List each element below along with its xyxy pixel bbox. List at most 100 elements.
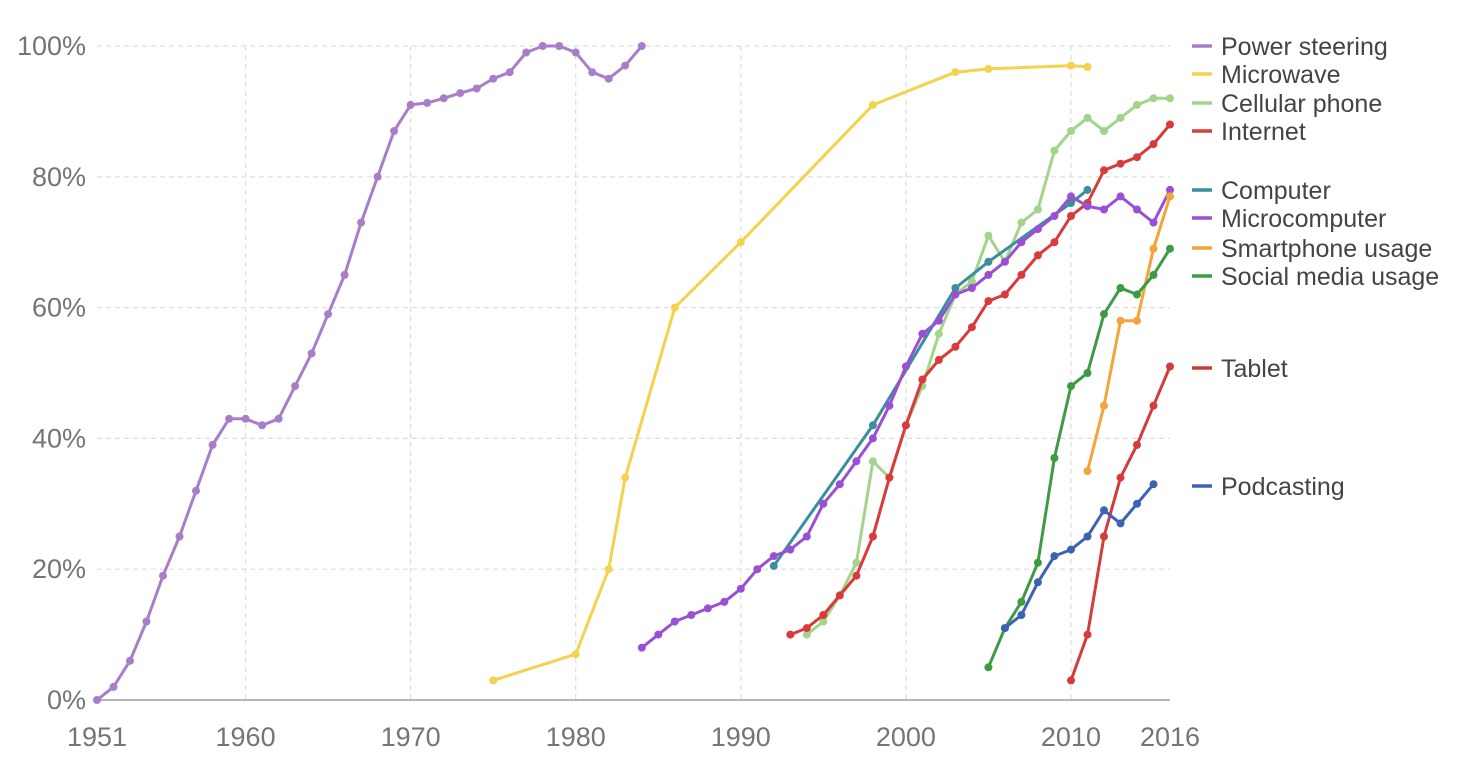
data-point[interactable]	[406, 100, 415, 109]
data-point[interactable]	[1116, 192, 1125, 201]
legend-item-power-steering[interactable]: Power steering	[1192, 33, 1388, 61]
data-point[interactable]	[1017, 270, 1026, 279]
data-point[interactable]	[687, 611, 696, 619]
data-point[interactable]	[802, 532, 811, 541]
data-point[interactable]	[637, 42, 646, 50]
legend-item-smartphone-usage[interactable]: Smartphone usage	[1192, 235, 1432, 263]
data-point[interactable]	[1116, 113, 1125, 122]
data-point[interactable]	[901, 362, 910, 371]
data-point[interactable]	[1149, 401, 1158, 410]
data-point[interactable]	[1050, 238, 1059, 247]
data-point[interactable]	[1116, 473, 1125, 482]
data-point[interactable]	[1166, 94, 1174, 103]
data-point[interactable]	[1083, 467, 1092, 476]
data-point[interactable]	[934, 329, 943, 338]
data-point[interactable]	[1017, 611, 1026, 619]
data-point[interactable]	[1083, 185, 1092, 194]
data-point[interactable]	[1067, 192, 1075, 201]
data-point[interactable]	[918, 375, 927, 384]
data-point[interactable]	[1166, 244, 1174, 253]
data-point[interactable]	[670, 617, 679, 626]
legend-item-microwave[interactable]: Microwave	[1192, 61, 1340, 89]
data-point[interactable]	[472, 84, 481, 93]
data-point[interactable]	[1033, 251, 1042, 260]
data-point[interactable]	[1017, 218, 1026, 227]
legend-item-social-media-usage[interactable]: Social media usage	[1192, 263, 1439, 291]
data-point[interactable]	[621, 473, 630, 482]
legend-item-podcasting[interactable]: Podcasting	[1192, 473, 1345, 501]
data-point[interactable]	[819, 611, 828, 619]
data-point[interactable]	[835, 591, 844, 600]
data-point[interactable]	[984, 231, 993, 240]
data-point[interactable]	[637, 643, 646, 652]
data-point[interactable]	[1100, 166, 1108, 175]
legend-item-tablet[interactable]: Tablet	[1192, 355, 1288, 383]
data-point[interactable]	[225, 414, 234, 423]
data-point[interactable]	[1033, 558, 1042, 567]
data-point[interactable]	[1000, 290, 1009, 299]
data-point[interactable]	[852, 457, 861, 466]
data-point[interactable]	[1083, 630, 1092, 639]
data-point[interactable]	[654, 630, 663, 639]
data-point[interactable]	[1083, 532, 1092, 541]
data-point[interactable]	[769, 552, 778, 561]
data-point[interactable]	[588, 68, 597, 77]
data-point[interactable]	[984, 64, 993, 73]
data-point[interactable]	[736, 238, 745, 247]
data-point[interactable]	[1166, 362, 1174, 371]
legend-item-internet[interactable]: Internet	[1192, 118, 1306, 146]
data-point[interactable]	[1067, 127, 1075, 135]
data-point[interactable]	[1083, 369, 1092, 377]
data-point[interactable]	[1116, 284, 1125, 292]
data-point[interactable]	[505, 68, 514, 77]
data-point[interactable]	[93, 696, 101, 704]
legend-item-microcomputer[interactable]: Microcomputer	[1192, 205, 1386, 233]
data-point[interactable]	[1067, 676, 1075, 685]
data-point[interactable]	[1133, 316, 1141, 325]
data-point[interactable]	[357, 218, 366, 227]
legend-item-cellular-phone[interactable]: Cellular phone	[1192, 90, 1382, 118]
data-point[interactable]	[819, 617, 828, 626]
data-point[interactable]	[1100, 506, 1108, 515]
data-point[interactable]	[1067, 545, 1075, 554]
data-point[interactable]	[1033, 578, 1042, 587]
data-point[interactable]	[852, 558, 861, 567]
data-point[interactable]	[159, 571, 167, 580]
data-point[interactable]	[984, 663, 993, 672]
data-point[interactable]	[769, 561, 778, 570]
data-point[interactable]	[1100, 205, 1108, 214]
data-point[interactable]	[241, 414, 250, 423]
data-point[interactable]	[885, 473, 894, 482]
data-point[interactable]	[1149, 244, 1158, 253]
data-point[interactable]	[901, 421, 910, 430]
data-point[interactable]	[951, 290, 960, 299]
data-point[interactable]	[1133, 153, 1141, 162]
data-point[interactable]	[918, 329, 927, 338]
data-point[interactable]	[291, 382, 300, 391]
data-point[interactable]	[885, 401, 894, 410]
data-point[interactable]	[274, 414, 283, 423]
data-point[interactable]	[1067, 382, 1075, 391]
data-point[interactable]	[1000, 257, 1009, 266]
data-point[interactable]	[489, 74, 498, 83]
data-point[interactable]	[1166, 192, 1174, 201]
data-point[interactable]	[1133, 100, 1141, 109]
data-point[interactable]	[1050, 552, 1059, 561]
data-point[interactable]	[868, 532, 877, 541]
data-point[interactable]	[868, 434, 877, 443]
data-point[interactable]	[753, 565, 762, 574]
data-point[interactable]	[258, 421, 267, 430]
data-point[interactable]	[1100, 310, 1108, 319]
data-point[interactable]	[819, 499, 828, 508]
data-point[interactable]	[1116, 316, 1125, 325]
data-point[interactable]	[538, 42, 547, 50]
data-point[interactable]	[934, 316, 943, 325]
data-point[interactable]	[1067, 61, 1075, 70]
data-point[interactable]	[1100, 532, 1108, 541]
data-point[interactable]	[703, 604, 712, 613]
data-point[interactable]	[1116, 519, 1125, 528]
data-point[interactable]	[1000, 624, 1009, 633]
data-point[interactable]	[951, 342, 960, 351]
data-point[interactable]	[1083, 62, 1092, 71]
data-point[interactable]	[868, 100, 877, 109]
